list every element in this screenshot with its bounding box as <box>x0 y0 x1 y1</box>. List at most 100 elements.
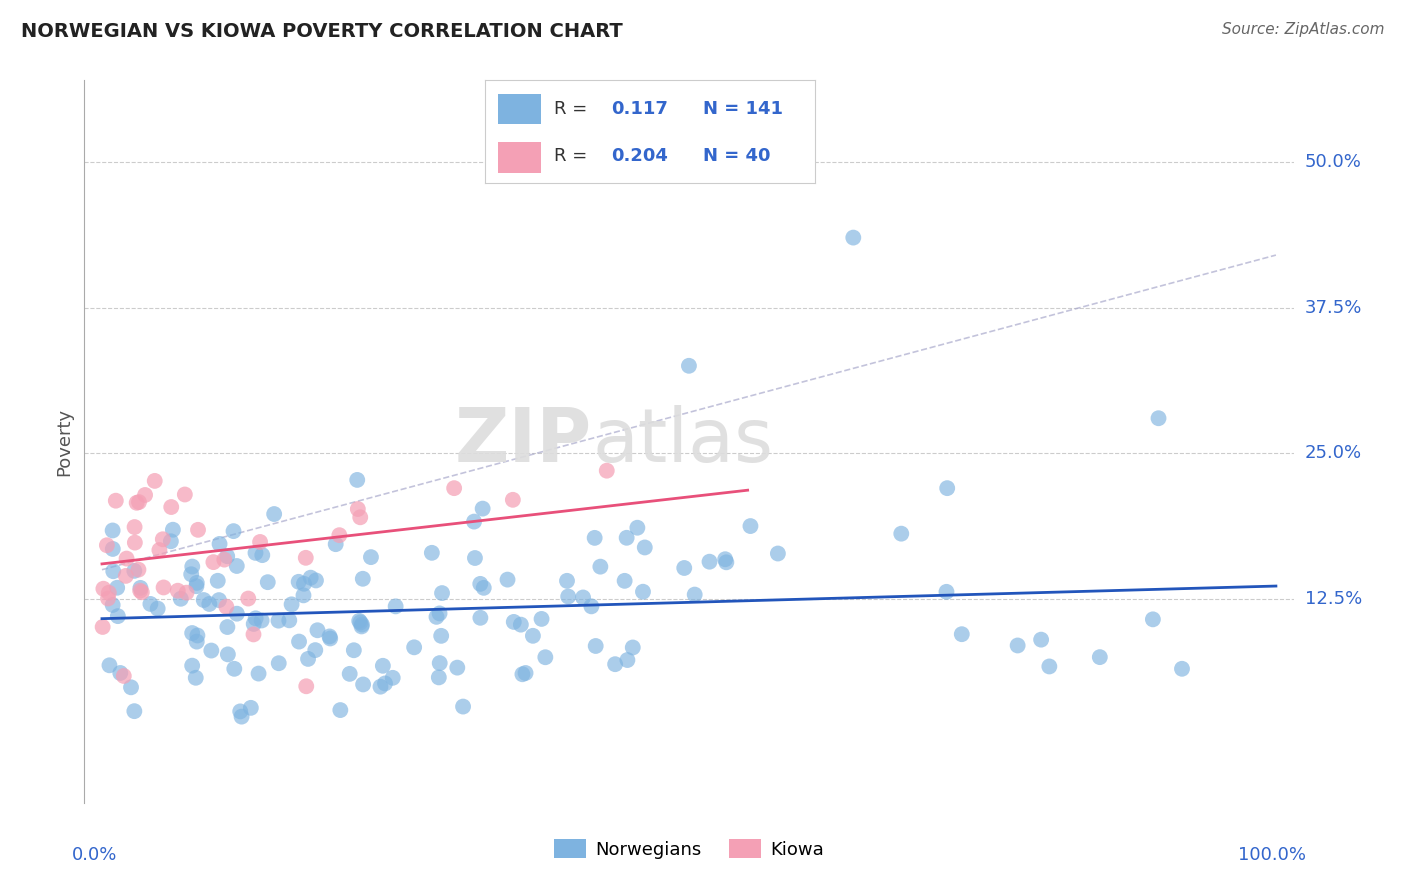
Point <box>295 679 318 693</box>
Point <box>329 703 352 717</box>
Point <box>502 492 524 507</box>
Point <box>214 552 236 566</box>
Text: 25.0%: 25.0% <box>1305 444 1362 462</box>
Point <box>129 581 152 595</box>
Text: N = 40: N = 40 <box>703 147 770 165</box>
Point <box>186 579 208 593</box>
Text: 12.5%: 12.5% <box>1305 590 1362 607</box>
Point <box>143 474 166 488</box>
Point <box>152 533 174 547</box>
Point <box>1171 662 1194 676</box>
Point <box>464 551 486 566</box>
Point <box>245 611 267 625</box>
Point <box>472 581 495 595</box>
Point <box>515 665 537 680</box>
Point <box>381 671 404 685</box>
Point <box>103 564 125 578</box>
Point <box>1088 650 1111 665</box>
Point <box>699 555 721 569</box>
Point <box>318 629 340 643</box>
Point <box>842 230 865 244</box>
Point <box>215 599 238 614</box>
Point <box>427 670 450 684</box>
Point <box>555 574 578 588</box>
Point <box>634 541 657 555</box>
Point <box>200 643 222 657</box>
Text: 0.204: 0.204 <box>610 147 668 165</box>
Point <box>616 653 638 667</box>
Point <box>631 584 654 599</box>
Point <box>384 599 406 614</box>
Point <box>522 629 544 643</box>
Point <box>242 627 264 641</box>
Point <box>470 611 492 625</box>
Point <box>534 650 557 665</box>
Point <box>180 567 202 582</box>
Point <box>162 523 184 537</box>
Point <box>267 614 290 628</box>
Point <box>292 588 315 602</box>
Point <box>249 535 271 549</box>
Point <box>307 624 329 638</box>
Point <box>256 575 278 590</box>
Point <box>101 541 124 556</box>
Point <box>131 585 153 599</box>
Point <box>91 620 114 634</box>
Point <box>93 582 115 596</box>
Point <box>125 496 148 510</box>
Point <box>166 583 188 598</box>
Point <box>120 681 142 695</box>
Point <box>217 549 239 564</box>
Point <box>115 551 138 566</box>
Point <box>470 577 492 591</box>
Text: 100.0%: 100.0% <box>1237 847 1306 864</box>
Point <box>97 585 120 599</box>
Point <box>294 550 316 565</box>
Point <box>139 597 162 611</box>
Point <box>250 614 273 628</box>
Point <box>202 555 225 569</box>
Point <box>280 598 302 612</box>
Point <box>673 561 696 575</box>
Point <box>124 520 146 534</box>
Point <box>193 593 215 607</box>
Point <box>349 510 371 524</box>
Point <box>242 616 264 631</box>
Point <box>319 632 342 646</box>
Point <box>347 614 370 628</box>
Point <box>1038 659 1060 673</box>
Point <box>107 609 129 624</box>
Bar <box>498 94 541 124</box>
Point <box>127 563 149 577</box>
Point <box>104 493 127 508</box>
Point <box>360 550 382 565</box>
Point <box>572 591 595 605</box>
Point <box>350 619 373 633</box>
Point <box>267 657 290 671</box>
Point <box>187 523 209 537</box>
Point <box>304 643 326 657</box>
Point <box>349 615 371 630</box>
Point <box>229 705 252 719</box>
Point <box>583 531 606 545</box>
Point <box>347 502 370 516</box>
Point <box>225 559 247 574</box>
Point <box>352 677 374 691</box>
Point <box>224 662 246 676</box>
Point <box>222 524 245 538</box>
Point <box>350 617 373 632</box>
Point <box>589 559 612 574</box>
Point <box>346 473 368 487</box>
Point <box>148 543 170 558</box>
Point <box>502 615 524 629</box>
Point <box>96 538 118 552</box>
Text: Source: ZipAtlas.com: Source: ZipAtlas.com <box>1222 22 1385 37</box>
Point <box>352 572 374 586</box>
Point <box>616 531 638 545</box>
Point <box>766 547 789 561</box>
Point <box>124 704 146 718</box>
Point <box>186 575 208 590</box>
Point <box>292 576 315 591</box>
Point <box>184 671 207 685</box>
Point <box>217 648 239 662</box>
